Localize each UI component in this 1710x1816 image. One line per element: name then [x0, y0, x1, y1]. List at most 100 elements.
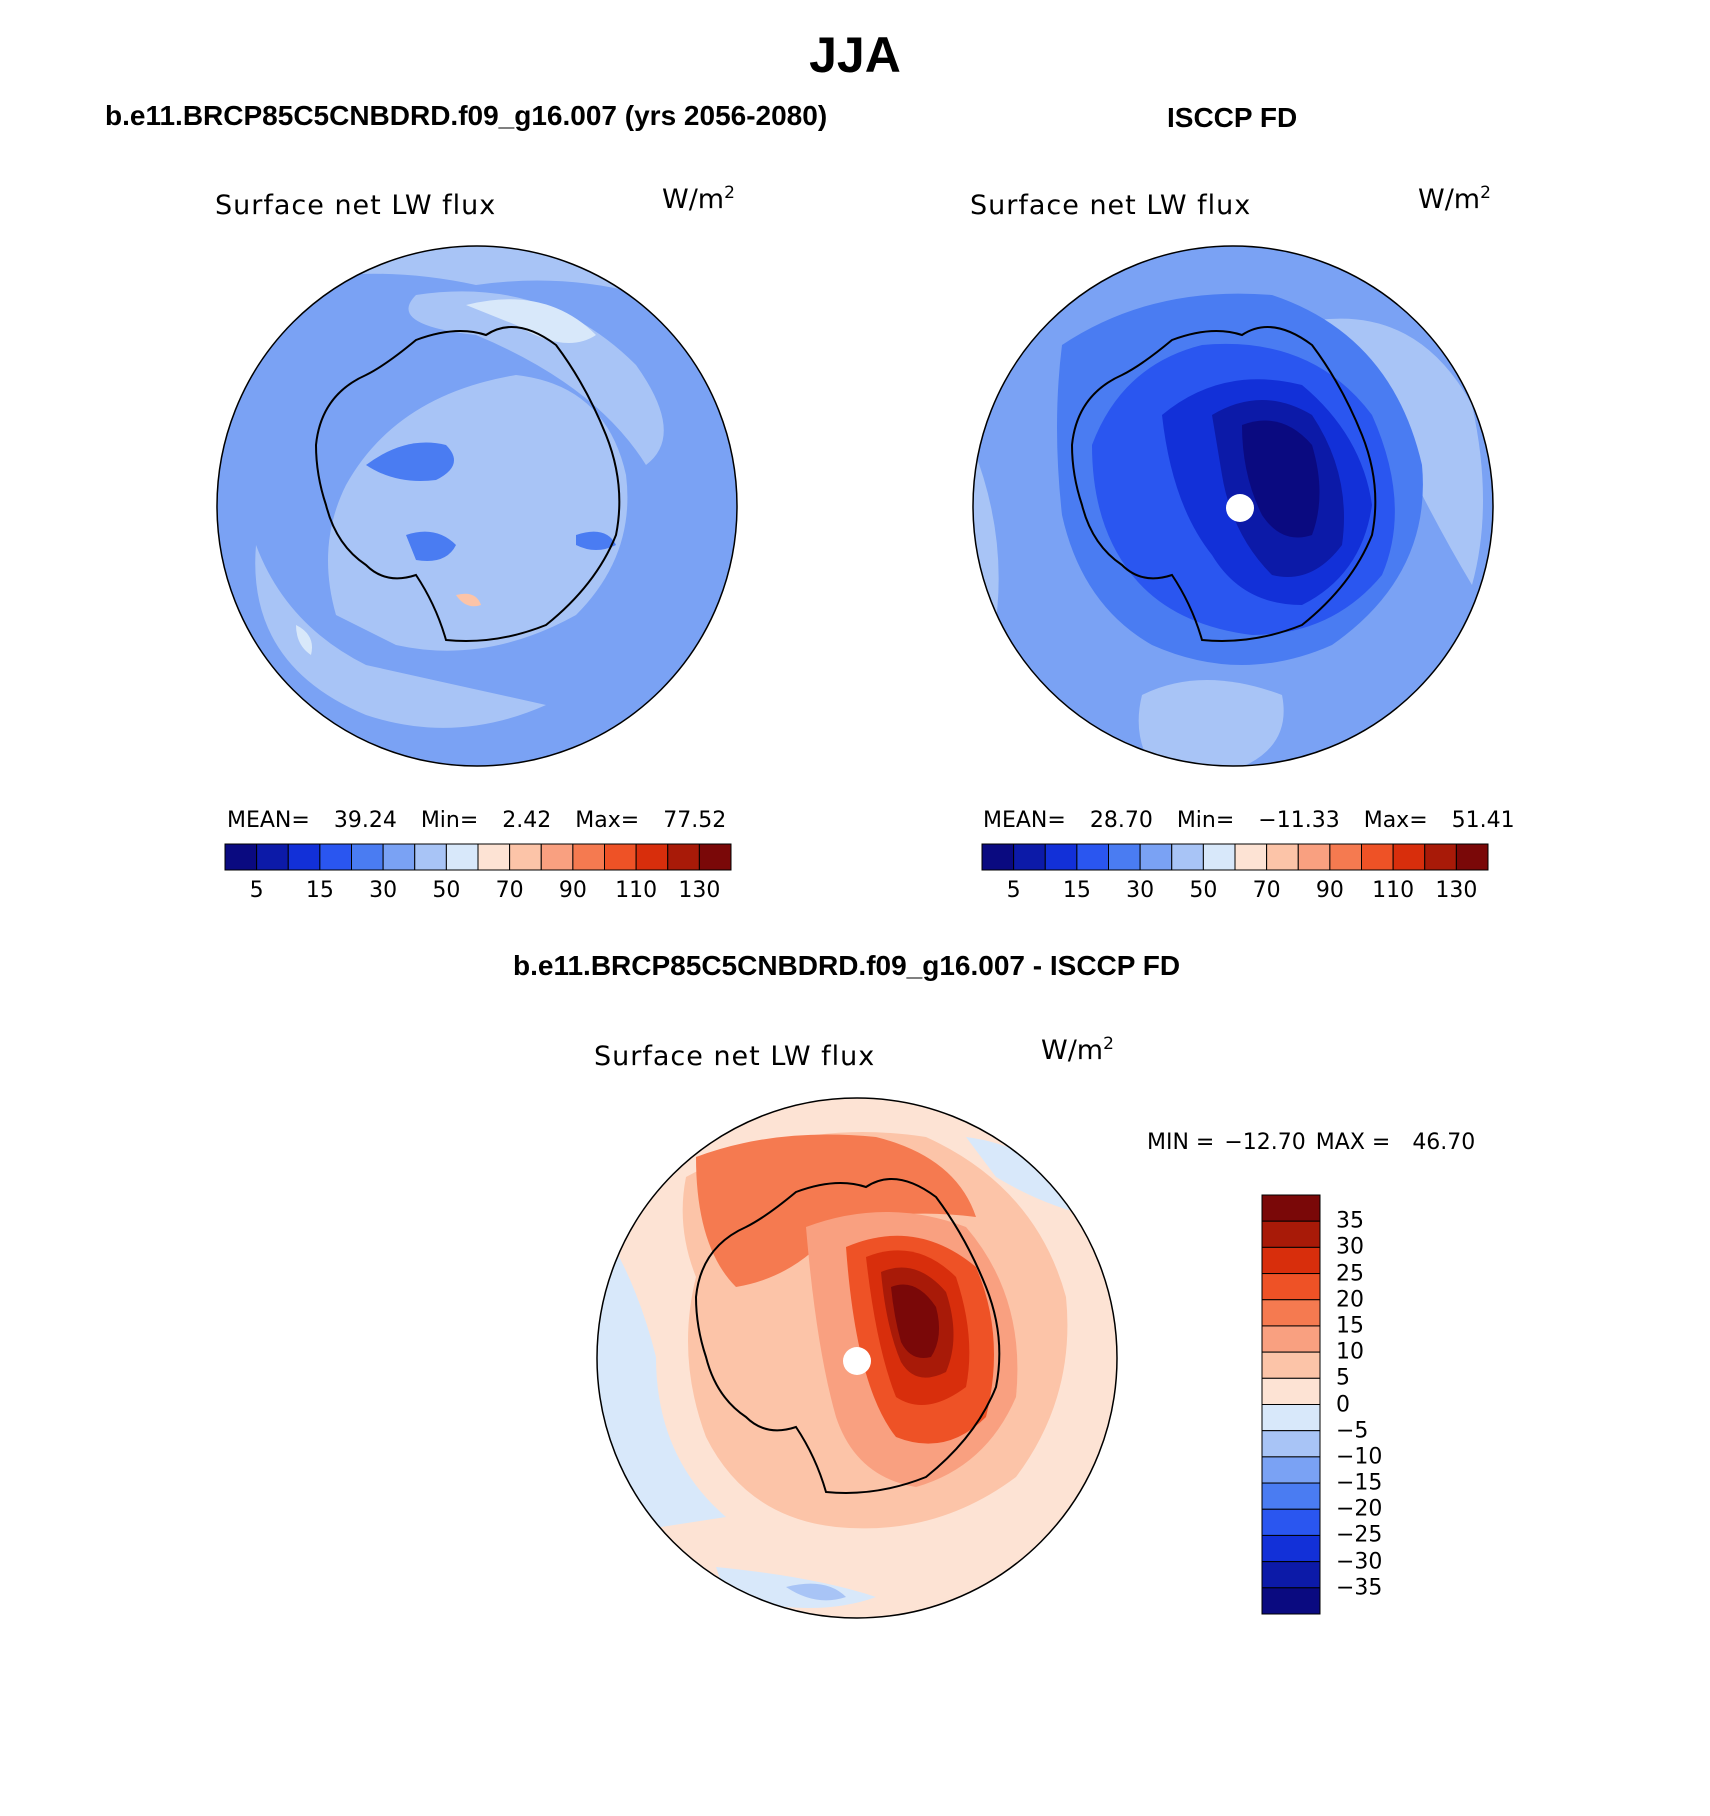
panel1-colorbar-tick-label: 50: [432, 878, 461, 903]
panel3-map-boundary: [596, 1097, 1118, 1619]
panel2-pole-hole: [1226, 494, 1254, 522]
panel2-colorbar-swatch: [1329, 843, 1362, 871]
panel3-colorbar-tick-label: 10: [1336, 1339, 1364, 1365]
panel3-colorbar-swatch: [1261, 1246, 1321, 1275]
panel1-colorbar-swatch: [698, 843, 732, 871]
panel3-min-value: −12.70: [1224, 1130, 1306, 1155]
panel2-colorbar-swatch: [1108, 843, 1141, 871]
panel1-field-light-south: [255, 545, 546, 728]
panel3-colorbar-swatch: [1261, 1587, 1321, 1615]
panel1-colorbar-swatch: [572, 843, 605, 871]
panel1-colorbar-swatch: [319, 843, 352, 871]
panel2-colorbar-tick-label: 110: [1372, 878, 1415, 903]
panel1-coastline: [314, 326, 621, 642]
panel1-field-light-patch: [296, 625, 312, 655]
panel1-field-low-west: [366, 442, 454, 481]
panel3-field-pos35: [891, 1284, 940, 1358]
panel3-colorbar-tick-label: 25: [1336, 1261, 1364, 1287]
panel1-mean-value: 39.24: [333, 808, 397, 833]
panel1-colorbar-tick-label: 130: [678, 878, 721, 903]
panel3-colorbar-swatch: [1261, 1430, 1321, 1458]
panel2-field-light-east: [1292, 318, 1483, 585]
panel1-colorbar-swatch: [635, 843, 669, 871]
panel2-min-value: −11.33: [1258, 808, 1340, 833]
panel3-field-negative-west: [597, 1217, 726, 1537]
panel3-case-title: b.e11.BRCP85C5CNBDRD.f09_g16.007 - ISCCP…: [513, 950, 1181, 981]
panel1-colorbar-swatch: [351, 843, 384, 871]
panel1-units: W/m2: [662, 183, 735, 215]
panel3-colorbar-tick-label: 0: [1336, 1392, 1350, 1417]
panel3-pole-hole: [843, 1347, 871, 1375]
panel1-mean-label: MEAN=: [227, 808, 310, 833]
panel2-case-title: ISCCP FD: [1167, 102, 1298, 133]
panel2-colorbar-swatch: [1234, 843, 1268, 871]
panel1-colorbar-swatch: [445, 843, 479, 871]
panel3-colorbar-swatch: [1261, 1377, 1321, 1405]
panel1-field-low-ross: [406, 531, 456, 561]
panel2-map-boundary: [972, 245, 1494, 767]
panel2-colorbar-swatch: [1266, 843, 1299, 871]
panel3-max-value: 46.70: [1412, 1130, 1476, 1155]
panel2-colorbar-tick-label: 130: [1435, 878, 1478, 903]
panel1-colorbar: [224, 843, 732, 871]
panel1-colorbar-tick-label: 30: [369, 878, 398, 903]
panel3-field-pos15-north: [696, 1134, 976, 1287]
panel1-colorbar-tick-label: 70: [495, 878, 524, 903]
panel1-colorbar-swatch: [382, 843, 416, 871]
panel3-variable-label: Surface net LW flux: [594, 1041, 876, 1072]
panel2-colorbar-tick-label: 70: [1252, 878, 1281, 903]
panel3-colorbar-tick-label: 15: [1336, 1313, 1364, 1339]
panel1-colorbar-tick-label: 15: [305, 878, 334, 903]
panel3-colorbar-swatch: [1261, 1561, 1321, 1589]
panel2-coastline: [1070, 326, 1377, 642]
panel1-min-value: 2.42: [502, 808, 552, 833]
panel3-colorbar-tick-label: 5: [1336, 1365, 1350, 1391]
panel1-colorbar-tick-label: 110: [615, 878, 658, 903]
panel3-colorbar-tick-label: 35: [1336, 1208, 1364, 1234]
panel3-colorbar-tick-label: −30: [1336, 1549, 1383, 1575]
panel1-max-label: Max=: [575, 808, 640, 833]
panel1-colorbar-swatch: [509, 843, 542, 871]
panel3-colorbar-tick-label: −25: [1336, 1522, 1383, 1548]
panel3-colorbar-tick-label: −5: [1336, 1418, 1369, 1444]
panel3-min-label: MIN =: [1147, 1130, 1215, 1155]
panel2-field-light-south: [1138, 680, 1284, 766]
panel1-colorbar-swatch: [287, 843, 321, 871]
panel2-mean-label: MEAN=: [983, 808, 1066, 833]
panel1-polar-map: [216, 245, 738, 767]
panel3-field-negative-patch: [786, 1583, 846, 1601]
panel2-stats: MEAN= 28.70 Min= −11.33 Max= 51.41: [983, 808, 1515, 833]
panel3-coastline: [694, 1178, 1001, 1494]
panel1-colorbar-swatch: [477, 843, 511, 871]
panel3-colorbar-swatch: [1261, 1220, 1321, 1248]
panel2-colorbar-swatch: [1044, 843, 1078, 871]
panel1-colorbar-swatch: [604, 843, 637, 871]
panel2-colorbar-tick-label: 90: [1315, 878, 1344, 903]
panel3-colorbar-swatch: [1261, 1456, 1321, 1484]
panel2-colorbar-tick-label: 5: [1006, 878, 1021, 903]
panel3-max-label: MAX =: [1315, 1130, 1391, 1155]
panel2-colorbar-swatch: [1139, 843, 1173, 871]
panel2-colorbar-swatch: [1424, 843, 1457, 871]
panel1-min-label: Min=: [420, 808, 479, 833]
panel1-colorbar-tick-label: 5: [249, 878, 264, 903]
panel3-colorbar-swatch: [1261, 1273, 1321, 1301]
panel2-colorbar-swatch: [1171, 843, 1204, 871]
panel2-colorbar-swatch: [981, 843, 1015, 871]
panel2-max-value: 51.41: [1451, 808, 1515, 833]
panel3-colorbar-tick-label: 20: [1336, 1287, 1364, 1313]
panel3-colorbar-swatch: [1261, 1482, 1321, 1510]
panel2-colorbar-swatch: [1455, 843, 1489, 871]
panel1-colorbar-swatch: [540, 843, 574, 871]
panel2-max-label: Max=: [1363, 808, 1428, 833]
panel3-colorbar-tick-label: −35: [1336, 1575, 1383, 1601]
panel1-variable-label: Surface net LW flux: [215, 190, 497, 221]
panel2-colorbar-tick-label: 50: [1189, 878, 1218, 903]
panel3-colorbar-swatch: [1261, 1508, 1321, 1536]
panel1-map-boundary: [216, 245, 738, 767]
panel3-colorbar: [1261, 1194, 1321, 1615]
panel2-polar-map: [972, 245, 1494, 767]
panel3-colorbar-swatch: [1261, 1194, 1321, 1222]
panel3-units: W/m2: [1041, 1034, 1114, 1066]
panel2-colorbar-tick-label: 30: [1126, 878, 1155, 903]
